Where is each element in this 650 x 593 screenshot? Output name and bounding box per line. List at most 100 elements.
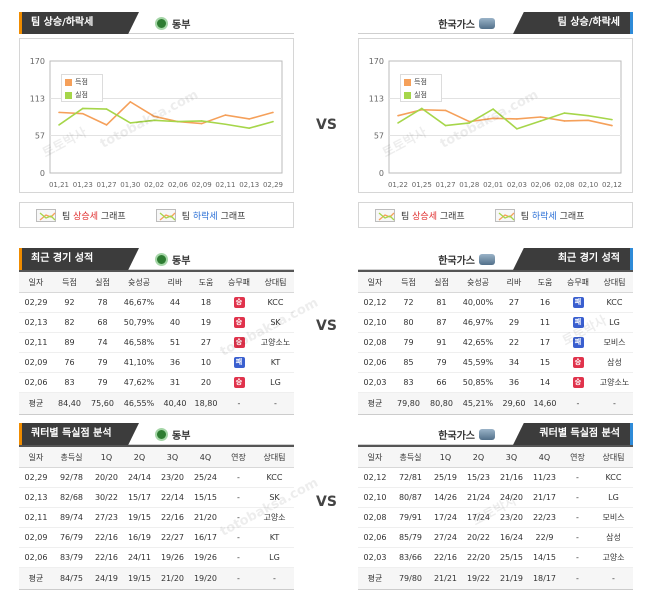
table-cell: 36 bbox=[169, 358, 181, 367]
table-cell: 34 bbox=[508, 358, 520, 367]
table-cell: 19 bbox=[200, 318, 212, 327]
legend-label-allowed: 실점 bbox=[75, 91, 88, 99]
downward-graph-button[interactable]: 팀 하락세 그래프 bbox=[155, 208, 245, 222]
table-cell: 21/17 bbox=[532, 493, 557, 502]
legend-item-score: 득점 bbox=[62, 76, 102, 88]
x-tick-label: 01,27 bbox=[97, 181, 117, 189]
table-row: 02,13 82/68 30/22 15/17 22/14 15/15 - SK bbox=[19, 488, 294, 508]
table-cell: KT bbox=[270, 358, 281, 367]
table-cell: 92/78 bbox=[59, 473, 84, 482]
win-badge: 승 bbox=[572, 377, 584, 388]
data-point bbox=[129, 122, 132, 124]
average-cell: 80,80 bbox=[430, 399, 453, 408]
table-cell: 22 bbox=[508, 338, 520, 347]
legend-item-score: 득점 bbox=[401, 76, 441, 88]
data-point bbox=[444, 124, 447, 127]
recent-panel-right: 한국가스 최근 경기 성적 일자 득점 실점 슛성공 리바 도움 승무패 상대팀 02,12 72… bbox=[358, 248, 633, 415]
table-cell: 68 bbox=[97, 318, 108, 327]
column-header: 총득실 bbox=[399, 452, 422, 462]
column-header: 총득실 bbox=[60, 452, 83, 462]
table-cell: 11 bbox=[539, 318, 551, 327]
table-cell: 22/23 bbox=[532, 513, 557, 522]
downward-word: 하락세 bbox=[192, 211, 218, 222]
column-header: 실점 bbox=[434, 277, 449, 287]
legend-item-allowed: 실점 bbox=[62, 89, 102, 101]
table-cell: 22/16 bbox=[94, 533, 119, 542]
data-point bbox=[153, 115, 155, 118]
column-header: 2Q bbox=[472, 452, 485, 462]
kogas-logo-icon bbox=[479, 18, 495, 29]
average-cell: 평균 bbox=[367, 574, 383, 583]
table-cell: 20/20 bbox=[94, 473, 119, 482]
trend-chart-right: 0 57 113 170 01,22 01,25 01,27 01,28 02,01 02,03 0… bbox=[358, 38, 633, 193]
table-row: 02,29 92/78 20/20 24/14 23/20 25/24 - KCC bbox=[19, 468, 294, 488]
quarter-header-left: 쿼터별 득실점 분석 동부 bbox=[19, 423, 294, 445]
trend-tab-right: 팀 상승/하락세 bbox=[513, 12, 633, 34]
table-cell: 16/24 bbox=[499, 533, 524, 542]
table-cell: 고양소 bbox=[602, 553, 625, 562]
table-cell: 79 bbox=[97, 378, 108, 387]
column-header: 일자 bbox=[28, 452, 44, 462]
average-cell: 19/22 bbox=[466, 574, 491, 583]
team-label-right: 한국가스 bbox=[438, 427, 495, 442]
data-point bbox=[516, 128, 518, 130]
average-cell: - bbox=[576, 399, 580, 408]
x-tick-label: 02,09 bbox=[192, 181, 212, 189]
table-cell: 51 bbox=[169, 338, 181, 347]
team-label-right: 한국가스 bbox=[438, 252, 495, 267]
column-header: 리바 bbox=[167, 277, 183, 287]
table-cell: - bbox=[237, 553, 240, 562]
plot-area bbox=[388, 60, 622, 174]
table-header-row: 일자 총득실 1Q 2Q 3Q 4Q 연장 상대팀 bbox=[358, 447, 633, 468]
table-cell: 80 bbox=[403, 318, 414, 327]
average-cell: - bbox=[237, 574, 240, 583]
table-cell: 40 bbox=[169, 318, 181, 327]
win-badge: 승 bbox=[572, 357, 584, 368]
upward-graph-button[interactable]: 팀 상승세 그래프 bbox=[375, 208, 465, 222]
table-cell: 14/26 bbox=[433, 493, 458, 502]
table-cell: LG bbox=[269, 553, 280, 562]
table-cell: 02,13 bbox=[24, 493, 48, 502]
column-header: 1Q bbox=[100, 452, 113, 462]
table-cell: 패 bbox=[560, 317, 596, 328]
data-point bbox=[81, 107, 84, 110]
table-row: 02,06 83/79 22/16 24/11 19/26 19/26 - LG bbox=[19, 548, 294, 568]
x-tick-label: 01,21 bbox=[49, 181, 69, 189]
data-point bbox=[563, 112, 566, 114]
column-header: 승무패 bbox=[227, 277, 251, 287]
table-cell: 모비스 bbox=[603, 338, 626, 347]
table-cell: 25/19 bbox=[433, 473, 458, 482]
table-cell: 87 bbox=[436, 318, 447, 327]
table-cell: 22/16 bbox=[94, 553, 119, 562]
downward-pre: 팀 bbox=[181, 211, 193, 222]
table-cell: 80/87 bbox=[398, 493, 423, 502]
downward-graph-button[interactable]: 팀 하락세 그래프 bbox=[494, 208, 585, 222]
team-name-left: 동부 bbox=[172, 431, 191, 442]
table-cell: 92 bbox=[64, 298, 75, 307]
table-cell: - bbox=[576, 513, 579, 522]
team-name-right: 한국가스 bbox=[438, 431, 475, 442]
average-cell: 29,60 bbox=[502, 399, 526, 408]
data-point bbox=[105, 108, 108, 110]
legend-swatch-score bbox=[404, 78, 411, 86]
upward-graph-button[interactable]: 팀 상승세 그래프 bbox=[36, 208, 126, 222]
average-row: 평균 84,40 75,60 46,55% 40,40 18,80 - - bbox=[19, 393, 294, 414]
table-cell: 17 bbox=[539, 338, 551, 347]
graph-down-icon bbox=[494, 208, 515, 222]
average-cell: 79/80 bbox=[398, 574, 423, 583]
legend-swatch-score bbox=[65, 78, 72, 86]
data-point bbox=[397, 122, 399, 124]
x-tick-label: 02,13 bbox=[239, 181, 259, 189]
team-name-left: 동부 bbox=[172, 256, 191, 267]
downward-graph-label: 팀 하락세 그래프 bbox=[521, 209, 585, 222]
column-header: 상대팀 bbox=[263, 452, 286, 462]
data-point bbox=[153, 119, 155, 122]
data-point bbox=[200, 122, 203, 125]
table-cell: 14/15 bbox=[532, 553, 557, 562]
table-cell: 22/27 bbox=[160, 533, 185, 542]
table-row: 02,11 89 74 46,58% 51 27 승 고양소노 bbox=[19, 333, 294, 353]
table-cell: 89/74 bbox=[59, 513, 84, 522]
kogas-logo-icon bbox=[479, 429, 495, 440]
column-header: 2Q bbox=[133, 452, 146, 462]
